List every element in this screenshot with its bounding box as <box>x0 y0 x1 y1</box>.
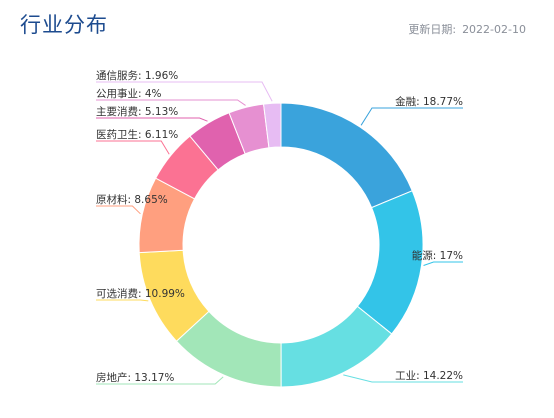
slice-label-1: 金融: 18.77% <box>395 95 463 108</box>
slice-label-8: 主要消费: 5.13% <box>96 105 178 118</box>
update-info: 更新日期: 2022-02-10 <box>408 21 526 37</box>
leader-line-1 <box>360 107 463 126</box>
leader-line-9 <box>96 99 246 106</box>
slice-label-6: 原材料: 8.65% <box>96 193 168 206</box>
slice-label-5: 可选消费: 10.99% <box>96 287 185 300</box>
slice-label-9: 公用事业: 4% <box>96 87 162 100</box>
slice-label-10: 通信服务: 1.96% <box>96 69 178 82</box>
slice-label-2: 能源: 17% <box>412 249 463 262</box>
slice-1[interactable] <box>280 102 413 209</box>
page-title: 行业分布 <box>20 13 108 37</box>
chart-header: 行业分布 更新日期: 2022-02-10 <box>0 0 554 44</box>
leader-line-8 <box>96 117 208 122</box>
update-date-value: 2022-02-10 <box>462 23 526 36</box>
slice-2[interactable] <box>356 190 424 335</box>
slice-label-4: 房地产: 13.17% <box>96 371 174 384</box>
leader-line-4 <box>96 376 224 385</box>
leader-line-6 <box>96 205 141 215</box>
leader-line-7 <box>96 140 170 155</box>
leader-line-3 <box>343 374 463 383</box>
slice-label-7: 医药卫生: 6.11% <box>96 128 178 141</box>
leader-line-10 <box>96 81 273 102</box>
slice-label-3: 工业: 14.22% <box>395 370 463 382</box>
leader-line-2 <box>423 261 463 266</box>
slice-10[interactable] <box>262 102 282 149</box>
leader-line-5 <box>96 299 149 302</box>
update-date-label: 更新日期: <box>408 23 457 36</box>
